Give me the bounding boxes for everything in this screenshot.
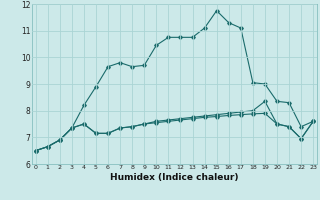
X-axis label: Humidex (Indice chaleur): Humidex (Indice chaleur) bbox=[110, 173, 239, 182]
